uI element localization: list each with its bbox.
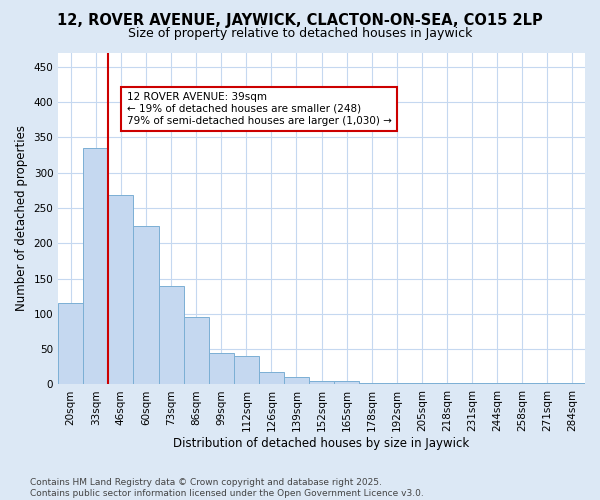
Text: Size of property relative to detached houses in Jaywick: Size of property relative to detached ho… — [128, 28, 472, 40]
Y-axis label: Number of detached properties: Number of detached properties — [15, 126, 28, 312]
Bar — [209, 352, 234, 384]
Bar — [359, 383, 385, 384]
Text: 12, ROVER AVENUE, JAYWICK, CLACTON-ON-SEA, CO15 2LP: 12, ROVER AVENUE, JAYWICK, CLACTON-ON-SE… — [57, 12, 543, 28]
Bar — [535, 383, 560, 384]
Bar — [109, 195, 133, 384]
Bar — [560, 383, 585, 384]
Bar — [133, 226, 158, 384]
Bar — [234, 356, 259, 384]
Text: Contains HM Land Registry data © Crown copyright and database right 2025.
Contai: Contains HM Land Registry data © Crown c… — [30, 478, 424, 498]
Bar — [434, 383, 460, 384]
Bar — [460, 383, 485, 384]
Bar — [259, 372, 284, 384]
Bar — [385, 383, 409, 384]
Bar — [485, 383, 510, 384]
Bar — [309, 381, 334, 384]
Text: 12 ROVER AVENUE: 39sqm
← 19% of detached houses are smaller (248)
79% of semi-de: 12 ROVER AVENUE: 39sqm ← 19% of detached… — [127, 92, 392, 126]
Bar — [158, 286, 184, 384]
Bar — [184, 318, 209, 384]
Bar — [284, 378, 309, 384]
Bar — [58, 303, 83, 384]
X-axis label: Distribution of detached houses by size in Jaywick: Distribution of detached houses by size … — [173, 437, 470, 450]
Bar — [334, 381, 359, 384]
Bar — [409, 383, 434, 384]
Bar — [83, 148, 109, 384]
Bar — [510, 383, 535, 384]
